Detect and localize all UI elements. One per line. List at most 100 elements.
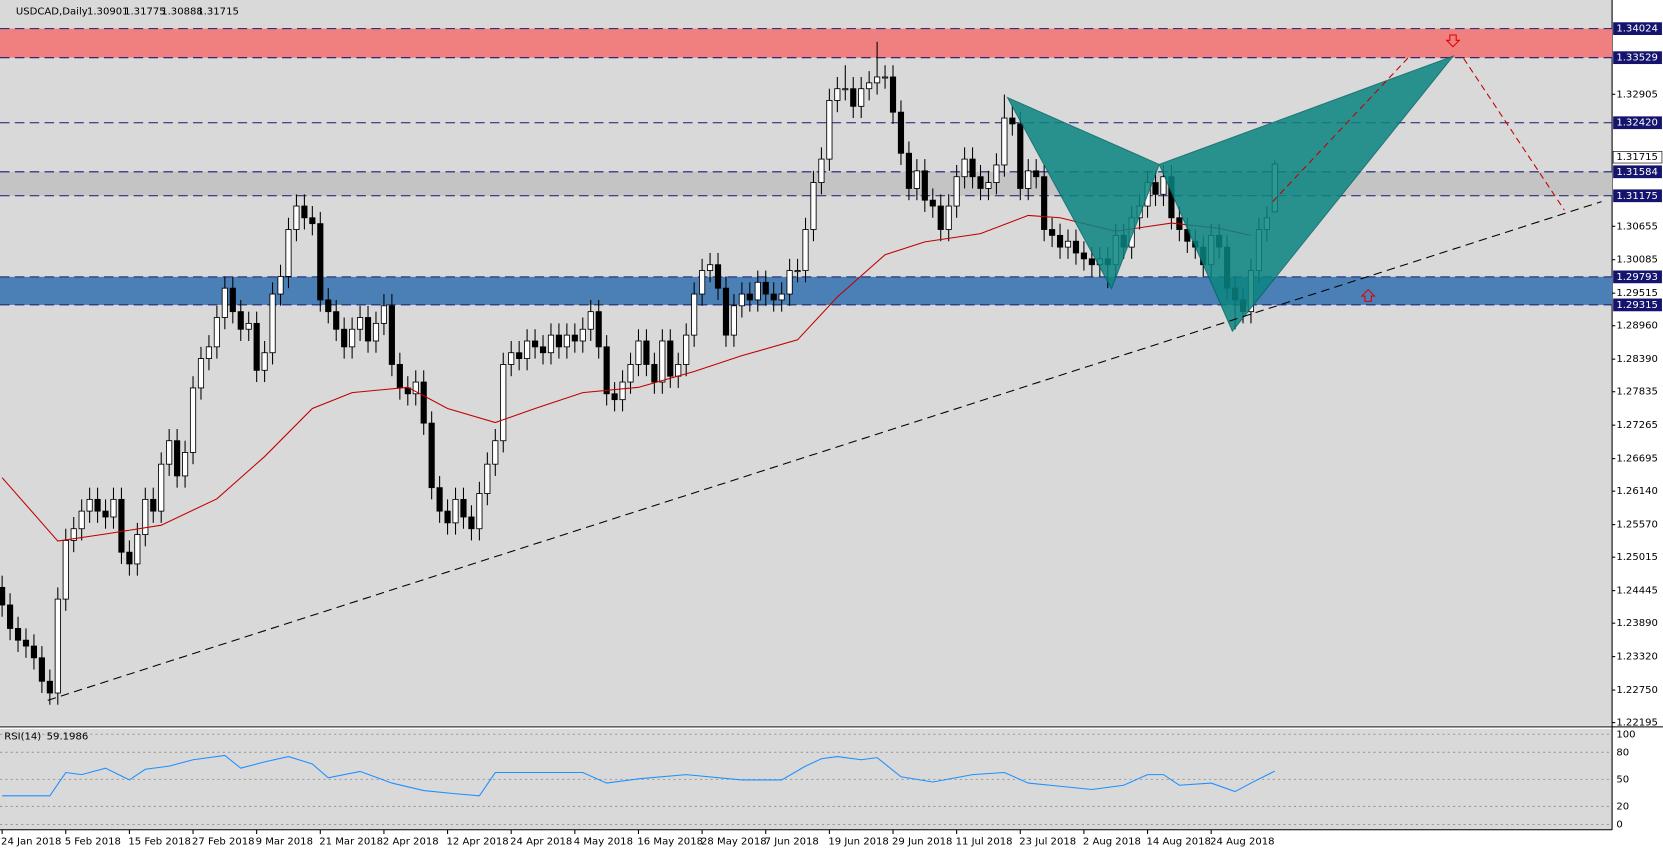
price-axis: 1.32905 1.30655 1.30085 1.29515 1.28960 1.283…	[1612, 22, 1663, 729]
x-tick-label: 24 Jan 2018	[1, 836, 61, 847]
candle-body	[1064, 240, 1072, 248]
rsi-tick-label: 100	[1616, 729, 1635, 740]
candle-body	[683, 334, 690, 365]
level-label-box	[1613, 298, 1662, 312]
candle-body	[181, 452, 189, 477]
level-label: 1.32420	[1616, 118, 1658, 129]
projection-line	[1272, 54, 1411, 202]
candle-body	[961, 158, 968, 178]
pattern-bcd	[1158, 55, 1455, 333]
candle-body	[1009, 117, 1016, 125]
candle-body	[293, 205, 300, 230]
y-tick-label: 1.26140	[1616, 486, 1658, 497]
level-label: 1.29793	[1616, 272, 1658, 283]
candle-body	[675, 364, 682, 377]
candle-body	[1080, 252, 1087, 260]
candle-body	[802, 229, 809, 272]
candle-body	[834, 88, 841, 101]
x-tick-label: 24 Apr 2018	[510, 836, 572, 847]
rsi-tick-label: 20	[1616, 801, 1629, 812]
candle-body	[38, 657, 45, 682]
candle-body	[221, 287, 228, 318]
candles	[0, 41, 1278, 705]
candle-body	[1152, 182, 1159, 195]
x-tick-label: 15 Feb 2018	[128, 836, 191, 847]
candle-body	[70, 528, 77, 541]
rsi-line	[2, 754, 1276, 797]
level-label-box	[1613, 270, 1662, 284]
x-tick-label: 23 Jul 2018	[1019, 836, 1076, 847]
x-tick-label: 5 Feb 2018	[65, 836, 121, 847]
header-close: 1.31715	[197, 7, 239, 18]
level-label-box	[1613, 165, 1662, 179]
header-low: 1.30888	[161, 7, 203, 18]
candle-body	[166, 440, 173, 465]
y-tick-label: 1.23890	[1616, 618, 1658, 629]
candle-body	[317, 223, 324, 301]
candle-body	[547, 334, 555, 354]
level-label-box	[1613, 189, 1662, 203]
header-high: 1.31775	[124, 7, 166, 18]
candle-body	[667, 340, 674, 377]
candle-body	[691, 293, 698, 336]
candle-body	[786, 270, 793, 295]
candle-body	[484, 463, 491, 494]
drawings	[47, 34, 1602, 701]
candle-body	[118, 498, 125, 553]
candle-body	[746, 293, 753, 301]
y-tick-label: 1.32905	[1616, 89, 1658, 100]
candle-body	[174, 440, 181, 477]
candle-body	[412, 381, 419, 395]
candle-body	[102, 510, 109, 518]
candle-body	[531, 340, 539, 348]
rsi-name: RSI(14)	[4, 731, 41, 742]
candle-body	[22, 639, 30, 647]
candle-body	[921, 170, 928, 201]
trendline	[47, 201, 1602, 701]
x-tick-label: 12 Apr 2018	[447, 836, 509, 847]
candle-body	[444, 510, 451, 524]
y-tick-label: 1.27265	[1616, 420, 1658, 431]
candle-body	[659, 340, 666, 383]
candle-body	[1033, 170, 1040, 178]
candle-body	[1001, 117, 1008, 166]
candle-body	[555, 334, 563, 348]
x-tick-label: 4 May 2018	[574, 836, 633, 847]
y-tick-label: 1.25570	[1616, 520, 1658, 531]
candle-body	[277, 276, 284, 295]
rsi-tick-label: 0	[1616, 819, 1622, 830]
candle-body	[285, 229, 292, 277]
y-tick-label: 1.27835	[1616, 387, 1658, 398]
candle-body	[874, 76, 881, 84]
x-tick-label: 2 Aug 2018	[1083, 836, 1141, 847]
candle-body	[261, 352, 268, 371]
candle-body	[1017, 123, 1024, 189]
price-label: 1.31715	[1616, 152, 1658, 163]
candle-body	[905, 152, 912, 189]
candle-body	[603, 346, 610, 395]
candle-body	[269, 293, 276, 354]
candle-body	[866, 82, 873, 90]
rsi-tick-label: 80	[1616, 747, 1629, 758]
y-tick-label: 1.29515	[1616, 288, 1658, 299]
x-tick-label: 9 Mar 2018	[256, 836, 313, 847]
x-tick-label: 28 May 2018	[701, 836, 767, 847]
level-label-box	[1613, 22, 1662, 35]
candle-body	[62, 540, 69, 600]
y-tick-label: 1.30085	[1616, 255, 1658, 266]
candle-body	[818, 158, 825, 184]
candle-body	[436, 487, 443, 512]
candle-body	[1056, 234, 1064, 248]
level-label: 1.31584	[1616, 167, 1658, 178]
candle-body	[46, 680, 53, 694]
candle-body	[356, 317, 364, 330]
candle-body	[937, 205, 944, 230]
rsi-value: 59.1986	[47, 731, 89, 742]
candle-body	[516, 352, 523, 360]
candle-body	[110, 498, 117, 518]
candle-body	[1160, 176, 1167, 195]
y-tick-label: 1.22195	[1616, 718, 1658, 729]
y-tick-label: 1.28390	[1616, 354, 1658, 365]
